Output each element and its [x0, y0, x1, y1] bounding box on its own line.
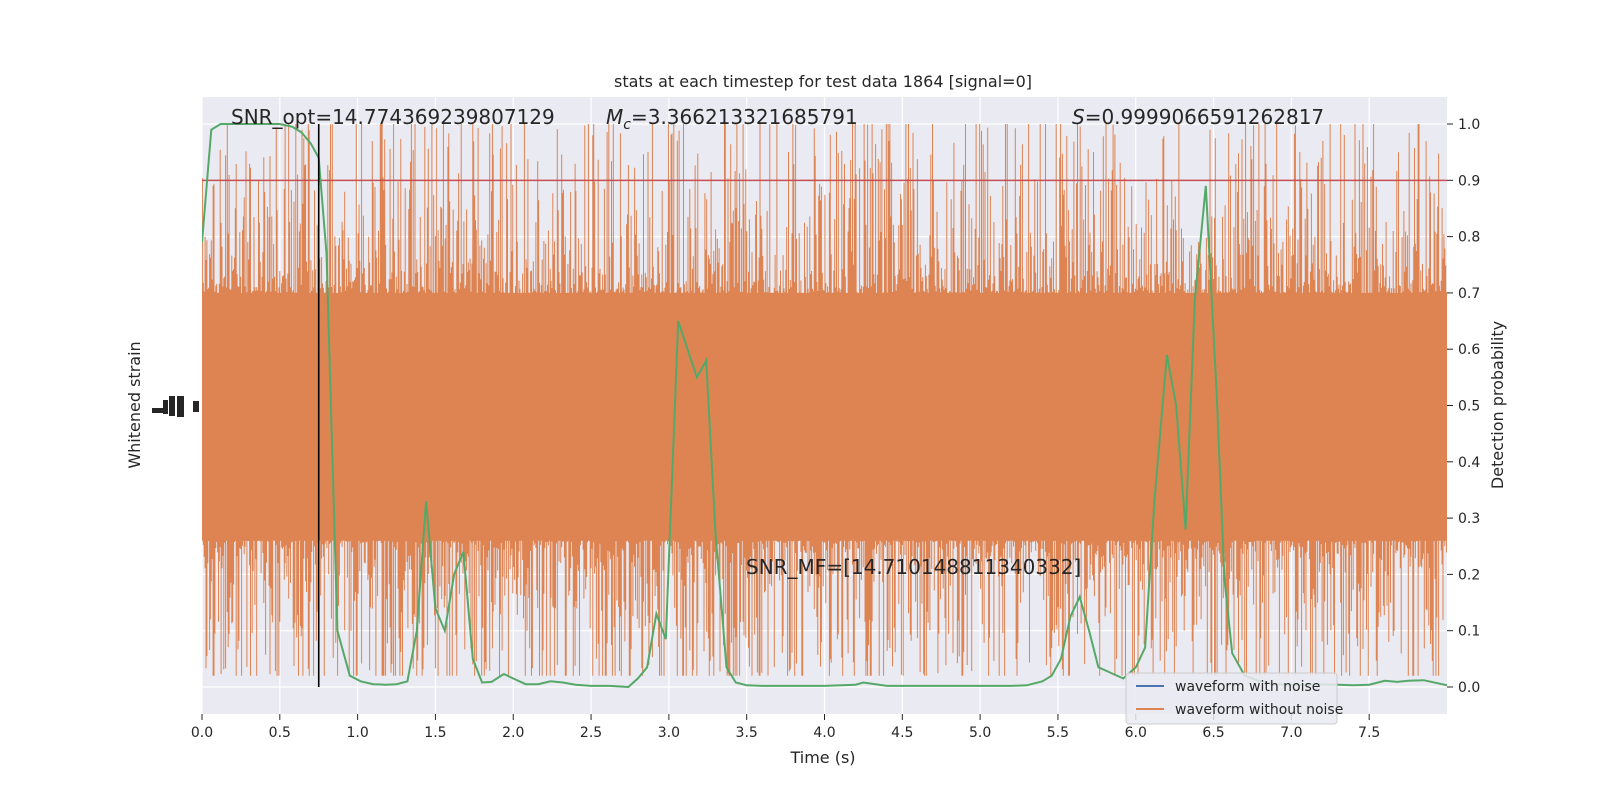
y-tick-label: 0.8: [1458, 230, 1480, 246]
x-tick-label: 7.0: [1280, 725, 1302, 741]
chart-title: stats at each timestep for test data 186…: [614, 72, 1032, 91]
x-tick-label: 4.5: [891, 725, 913, 741]
x-tick-label: 6.5: [1202, 725, 1224, 741]
snr-opt-annotation: SNR_opt=14.774369239807129: [231, 105, 555, 129]
x-tick-label: 5.5: [1047, 725, 1069, 741]
y-tick-label: 0.2: [1458, 567, 1480, 583]
x-tick-label: 5.0: [969, 725, 991, 741]
left-axis-label: Whitened strain: [125, 341, 144, 468]
right-axis-ticks: 0.0 0.1 0.2 0.3 0.4 0.5 0.6 0.7 0.8 0.9 1.0: [1447, 117, 1480, 696]
waveform-spikes: [202, 124, 1447, 676]
legend-box: [1125, 672, 1338, 725]
x-tick-label: 3.0: [658, 725, 680, 741]
y-tick-label: 0.6: [1458, 342, 1480, 358]
y-tick-label: 0.0: [1458, 680, 1480, 696]
s-score-annotation: S=0.9999066591262817: [1072, 105, 1324, 129]
x-tick-label: 2.0: [502, 725, 524, 741]
x-tick-label: 4.0: [813, 725, 835, 741]
x-tick-label: 0.5: [269, 725, 291, 741]
x-tick-label: 1.5: [424, 725, 446, 741]
y-tick-label: 0.7: [1458, 286, 1480, 302]
waveform-series: [202, 124, 1447, 676]
left-axis-ticks-cluster: [152, 396, 199, 417]
legend-label-noise: waveform with noise: [1175, 679, 1320, 695]
x-tick-label: 1.0: [346, 725, 368, 741]
x-tick-label: 6.0: [1125, 725, 1147, 741]
x-tick-label: 3.5: [736, 725, 758, 741]
y-tick-label: 1.0: [1458, 117, 1480, 133]
y-tick-label: 0.9: [1458, 173, 1480, 189]
x-tick-label: 7.5: [1358, 725, 1380, 741]
x-tick-label: 0.0: [191, 725, 213, 741]
y-tick-label: 0.1: [1458, 624, 1480, 640]
snr-mf-annotation: SNR_MF=[14.710148811340332]: [746, 555, 1081, 579]
x-axis-ticks: 0.0 0.5 1.0 1.5 2.0 2.5 3.0 3.5 4.0 4.5 5.0 5.5 6.0 6…: [191, 714, 1380, 741]
x-axis-label: Time (s): [789, 748, 855, 767]
y-tick-label: 0.4: [1458, 455, 1480, 471]
legend-label-clean: waveform without noise: [1175, 702, 1343, 718]
y-tick-label: 0.5: [1458, 399, 1480, 415]
chirp-mass-annotation: Mc=3.366213321685791: [606, 105, 858, 133]
detection-probability-line: [202, 123, 1447, 689]
right-axis-label: Detection probability: [1488, 321, 1507, 489]
legend: waveform with noise waveform without noi…: [1125, 672, 1343, 725]
x-tick-label: 2.5: [580, 725, 602, 741]
y-tick-label: 0.3: [1458, 511, 1480, 527]
